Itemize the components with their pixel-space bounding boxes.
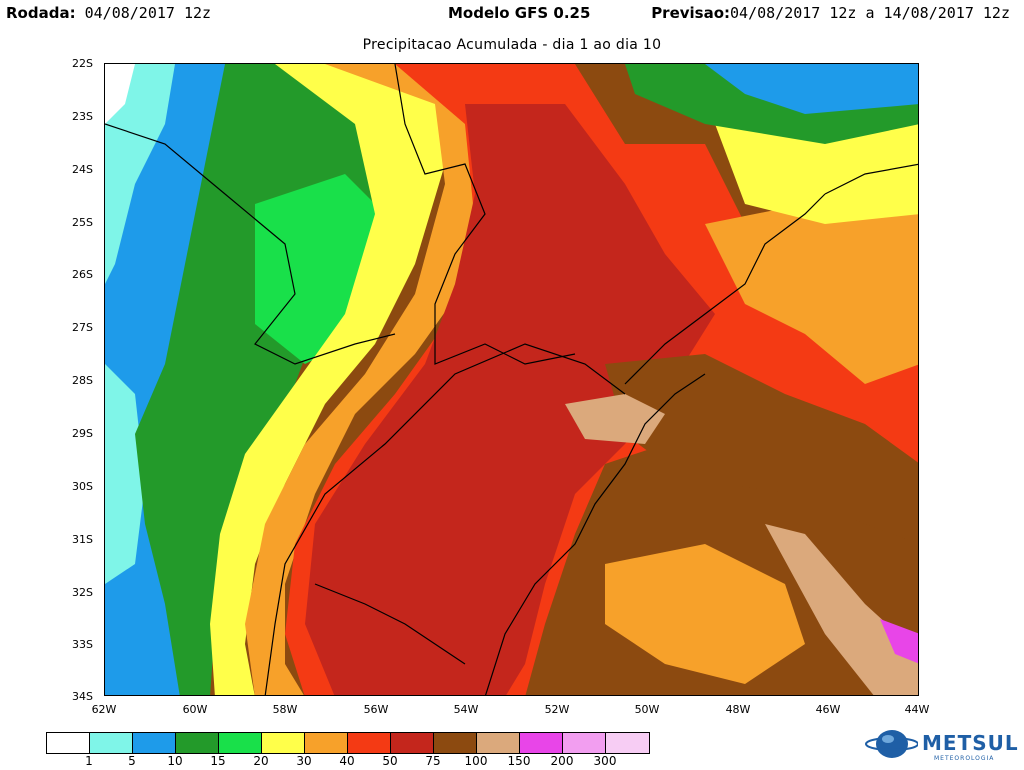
scale-swatch [305, 733, 348, 753]
scale-swatch [219, 733, 262, 753]
lat-label-32s: 32S [72, 586, 93, 599]
globe-icon [865, 730, 919, 758]
political-borders [105, 64, 918, 695]
scale-swatch [176, 733, 219, 753]
contour-5mm-sw [105, 364, 145, 584]
metsul-logo: METSUL METEOROLOGIA [862, 726, 1022, 766]
lat-label-23s: 23S [72, 110, 93, 123]
contour-10mm-ne [705, 64, 918, 114]
lat-label-28s: 28S [72, 374, 93, 387]
lat-label-33s: 33S [72, 638, 93, 651]
contour-1mm [105, 64, 135, 124]
lon-label-60w: 60W [182, 703, 208, 716]
scale-label: 1 [85, 754, 93, 768]
scale-label: 100 [464, 754, 488, 768]
model-info: Modelo GFS 0.25 [448, 4, 590, 22]
scale-label: 150 [507, 754, 531, 768]
run-info: Rodada: 04/08/2017 12z [6, 4, 211, 22]
scale-swatch [434, 733, 477, 753]
lat-label-31s: 31S [72, 533, 93, 546]
scale-label: 5 [128, 754, 136, 768]
precipitation-map [104, 63, 919, 696]
scale-label: 15 [210, 754, 226, 768]
scale-label: 40 [339, 754, 355, 768]
scale-swatch [563, 733, 606, 753]
lat-label-30s: 30S [72, 480, 93, 493]
contour-5mm [105, 64, 175, 284]
lon-label-52w: 52W [544, 703, 570, 716]
lon-label-58w: 58W [272, 703, 298, 716]
scale-swatch [262, 733, 305, 753]
scale-label: 50 [382, 754, 398, 768]
run-label: Rodada: [6, 4, 76, 22]
lon-label-48w: 48W [725, 703, 751, 716]
scale-label: 20 [253, 754, 269, 768]
lat-label-27s: 27S [72, 321, 93, 334]
forecast-label: Previsao: [651, 4, 731, 22]
lat-label-25s: 25S [72, 216, 93, 229]
forecast-value: 04/08/2017 12z a 14/08/2017 12z [730, 4, 1010, 22]
lon-label-62w: 62W [91, 703, 117, 716]
lat-label-24s: 24S [72, 163, 93, 176]
scale-swatch [606, 733, 649, 753]
model-label: Modelo GFS 0.25 [448, 4, 591, 22]
scale-swatch [477, 733, 520, 753]
forecast-info: Previsao:04/08/2017 12z a 14/08/2017 12z [651, 4, 1010, 22]
contour-75mm [305, 104, 715, 695]
scale-swatch [520, 733, 563, 753]
run-value: 04/08/2017 12z [84, 4, 212, 22]
lon-label-50w: 50W [634, 703, 660, 716]
border-coast-ne [824, 163, 918, 195]
lon-label-54w: 54W [453, 703, 479, 716]
contour-40mm [245, 64, 525, 695]
lon-label-44w: 44W [904, 703, 930, 716]
scale-label: 200 [550, 754, 574, 768]
logo-text: METSUL [922, 731, 1019, 755]
border-uruguay [314, 583, 466, 665]
scale-swatch [348, 733, 391, 753]
border-paraguay [105, 123, 396, 365]
lat-label-34s: 34S [72, 690, 93, 703]
border-argentina [264, 343, 626, 695]
border-coast [624, 193, 826, 385]
contour-100mm [605, 354, 918, 544]
lat-label-29s: 29S [72, 427, 93, 440]
scale-swatch [133, 733, 176, 753]
logo-subtext: METEOROLOGIA [934, 755, 995, 762]
lon-label-46w: 46W [815, 703, 841, 716]
scale-swatch [90, 733, 133, 753]
scale-swatch [391, 733, 434, 753]
lat-label-22s: 22S [72, 57, 93, 70]
scale-label: 30 [296, 754, 312, 768]
contour-30mm [210, 64, 475, 695]
scale-label: 10 [167, 754, 183, 768]
border-west [394, 64, 576, 365]
scale-label: 75 [425, 754, 441, 768]
border-uruguay-coast [485, 373, 706, 695]
scale-swatch [47, 733, 90, 753]
contour-150mm-a [565, 394, 665, 444]
lon-label-56w: 56W [363, 703, 389, 716]
contour-40mm-s [605, 544, 805, 684]
lat-label-26s: 26S [72, 268, 93, 281]
contour-200mm [880, 619, 918, 664]
precipitation-map-svg [105, 64, 918, 695]
color-scale [46, 732, 650, 754]
scale-label: 300 [593, 754, 617, 768]
map-subtitle: Precipitacao Acumulada - dia 1 ao dia 10 [362, 37, 662, 53]
contour-150mm-b [765, 524, 918, 695]
contour-40mm-ne [705, 194, 918, 384]
